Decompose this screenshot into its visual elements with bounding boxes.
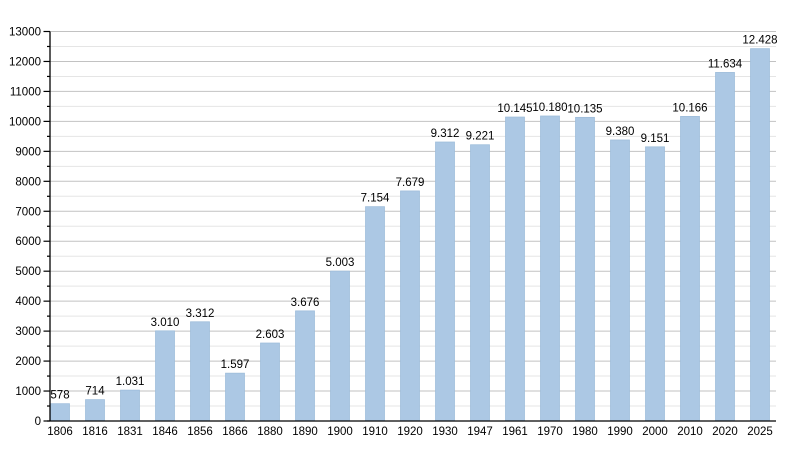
bar xyxy=(365,206,385,422)
x-axis-label: 1856 xyxy=(187,426,213,438)
x-axis-label: 2000 xyxy=(642,426,668,438)
x-axis-label: 1816 xyxy=(82,426,108,438)
bar-value-label: 10.180 xyxy=(532,102,567,114)
bar-value-label: 10.166 xyxy=(672,102,707,114)
bar-value-label: 7.154 xyxy=(361,193,390,205)
x-axis-label: 2020 xyxy=(712,426,738,438)
y-axis-label: 0 xyxy=(35,416,41,428)
bar xyxy=(715,72,735,422)
x-axis-label: 1900 xyxy=(327,426,353,438)
bar-value-label: 9.380 xyxy=(606,126,635,138)
y-axis-label: 5000 xyxy=(15,266,41,278)
bar-value-label: 12.428 xyxy=(742,35,777,47)
y-axis-label: 4000 xyxy=(15,296,41,308)
bar-value-label: 578 xyxy=(50,390,69,402)
bar xyxy=(330,270,350,422)
y-axis-label: 8000 xyxy=(15,176,41,188)
y-axis-label: 10000 xyxy=(9,116,41,128)
bar xyxy=(295,310,315,422)
x-axis-label: 1961 xyxy=(502,426,528,438)
bar xyxy=(575,116,595,422)
y-axis-label: 7000 xyxy=(15,206,41,218)
x-axis-label: 1930 xyxy=(432,426,458,438)
x-axis-label: 1980 xyxy=(572,426,598,438)
bar-value-label: 11.634 xyxy=(708,58,743,70)
bar xyxy=(260,342,280,422)
bar xyxy=(400,190,420,422)
x-axis-label: 2025 xyxy=(747,426,773,438)
bar xyxy=(190,321,210,422)
bar-value-label: 3.312 xyxy=(186,308,215,320)
bar xyxy=(645,146,665,422)
bar xyxy=(750,48,770,422)
y-axis-label: 13000 xyxy=(9,27,41,39)
bar-value-label: 3.010 xyxy=(151,317,180,329)
x-axis-label: 2010 xyxy=(677,426,703,438)
bar xyxy=(505,116,525,422)
x-axis-label: 1831 xyxy=(117,426,143,438)
bar-value-label: 3.676 xyxy=(291,297,320,309)
bar-value-label: 2.603 xyxy=(256,329,285,341)
bar-value-label: 714 xyxy=(85,386,105,398)
x-axis-label: 1890 xyxy=(292,426,318,438)
y-axis-label: 1000 xyxy=(15,386,41,398)
x-axis-label: 1947 xyxy=(467,426,493,438)
x-axis-label: 1990 xyxy=(607,426,633,438)
bar xyxy=(610,139,630,422)
x-axis-label: 1920 xyxy=(397,426,423,438)
bar-value-label: 10.135 xyxy=(567,103,602,115)
bar-value-label: 1.597 xyxy=(221,359,250,371)
bar xyxy=(680,116,700,422)
x-axis-label: 1970 xyxy=(537,426,563,438)
bar-value-label: 9.151 xyxy=(641,133,670,145)
bar-value-label: 9.312 xyxy=(431,128,460,140)
bar xyxy=(85,399,105,422)
y-axis-label: 6000 xyxy=(15,236,41,248)
bar xyxy=(540,115,560,422)
bar-value-label: 5.003 xyxy=(326,257,355,269)
x-axis-label: 1910 xyxy=(362,426,388,438)
y-axis-label: 2000 xyxy=(15,356,41,368)
bar xyxy=(435,141,455,422)
bar-value-label: 7.679 xyxy=(396,177,425,189)
bar xyxy=(470,144,490,422)
bar xyxy=(50,403,70,422)
y-axis-label: 11000 xyxy=(10,86,41,98)
bar-value-label: 9.221 xyxy=(466,131,495,143)
bar xyxy=(120,389,140,422)
bar xyxy=(225,372,245,422)
y-axis-label: 3000 xyxy=(15,326,41,338)
x-axis-label: 1846 xyxy=(152,426,178,438)
y-axis-label: 9000 xyxy=(15,146,41,158)
x-axis-label: 1880 xyxy=(257,426,283,438)
bar xyxy=(155,330,175,422)
bar-value-label: 10.145 xyxy=(497,103,532,115)
x-axis-label: 1866 xyxy=(222,426,248,438)
x-axis-label: 1806 xyxy=(47,426,73,438)
y-axis-label: 12000 xyxy=(9,56,41,68)
bar-value-label: 1.031 xyxy=(116,376,145,388)
